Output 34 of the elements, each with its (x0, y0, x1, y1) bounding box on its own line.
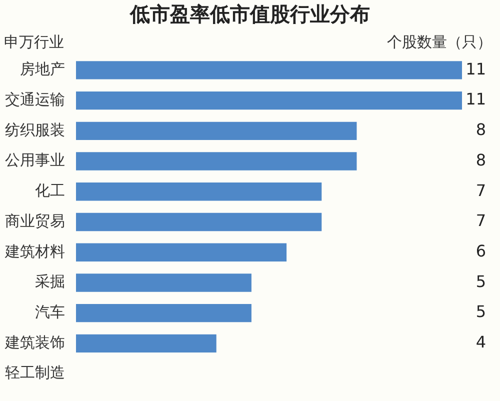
y-tick-label: 公用事业 (5, 151, 65, 170)
data-label: 8 (476, 150, 486, 170)
data-label: 11 (466, 90, 486, 109)
y-tick-label: 交通运输 (5, 90, 65, 108)
y-tick-label: 化工 (35, 182, 65, 200)
bar (76, 334, 216, 353)
bar (76, 304, 252, 322)
data-label: 8 (476, 120, 486, 140)
y-tick-label: 纺织服装 (5, 120, 65, 139)
data-label: 7 (476, 211, 486, 230)
bar (76, 122, 357, 140)
data-label: 7 (476, 180, 486, 200)
y-tick-label: 建筑装饰 (4, 333, 65, 352)
data-label: 11 (466, 59, 486, 78)
chart-title: 低市盈率低市值股行业分布 (129, 2, 370, 26)
y-tick-label: 商业贸易 (5, 212, 65, 230)
y-tick-label: 汽车 (35, 302, 65, 321)
bar (76, 243, 287, 262)
bar (76, 61, 462, 80)
y-tick-label: 轻工制造 (5, 364, 65, 382)
y-axis-title: 申万行业 (4, 32, 64, 51)
data-label: 4 (476, 332, 486, 352)
bar (76, 152, 357, 170)
data-label: 6 (476, 242, 486, 261)
data-label: 5 (476, 272, 486, 291)
y-tick-label: 建筑材料 (4, 242, 65, 260)
x-axis-title: 个股数量（只） (387, 32, 492, 51)
y-tick-label: 采掘 (35, 272, 65, 291)
data-label: 5 (476, 302, 486, 322)
bar (76, 182, 322, 201)
bar (76, 91, 462, 110)
bar (76, 274, 252, 292)
y-tick-label: 房地产 (20, 60, 65, 78)
bar (76, 212, 322, 232)
